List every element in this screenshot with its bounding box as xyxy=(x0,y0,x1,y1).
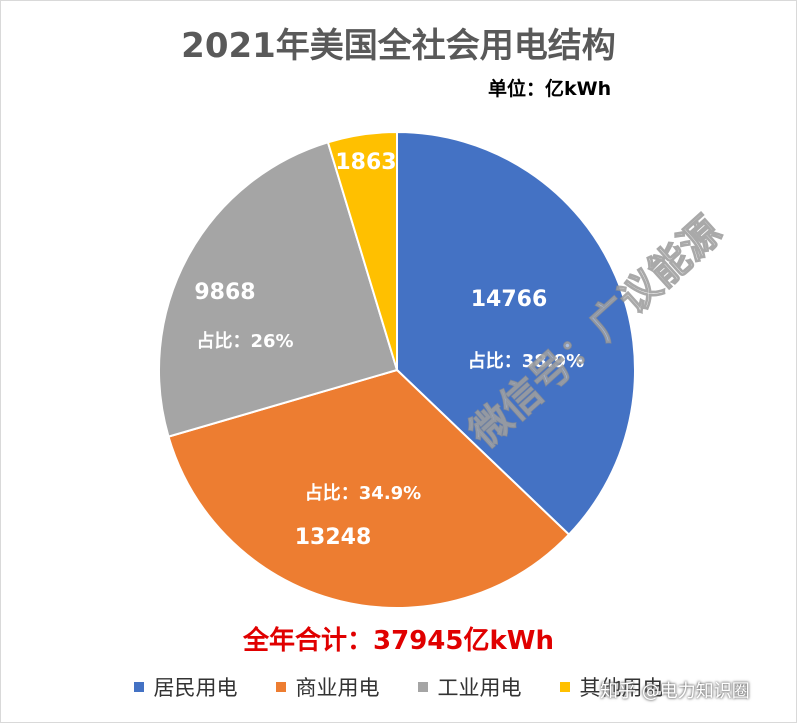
pie-slice-4 xyxy=(326,130,398,371)
unit-label: 单位：亿kWh xyxy=(488,78,612,100)
pie-slice-1 xyxy=(396,130,636,536)
slice-value-label-2: 13248 xyxy=(295,525,372,550)
slice-share-label-1: 占比：38.9% xyxy=(468,350,584,372)
legend-label: 居民用电 xyxy=(153,676,238,700)
total-label: 全年合计：37945亿kWh xyxy=(243,626,554,656)
legend-item-3: 工业用电 xyxy=(417,672,522,702)
legend-item-2: 商业用电 xyxy=(275,672,380,702)
slice-share-label-2: 占比：34.9% xyxy=(305,482,421,504)
pie-labels: 14766 占比：38.9% 13248 占比：34.9% 9868 占比：26% 1863 xyxy=(194,150,584,550)
chart-title: 2021年美国全社会用电结构 xyxy=(181,26,616,66)
legend-swatch xyxy=(559,682,570,692)
slice-value-label-1: 14766 xyxy=(471,287,548,312)
legend-label: 商业用电 xyxy=(295,676,380,700)
pie-slices xyxy=(158,130,636,609)
legend-swatch xyxy=(275,682,286,692)
slice-value-label-3: 9868 xyxy=(194,280,255,305)
slice-value-label-4: 1863 xyxy=(335,150,396,175)
legend-swatch xyxy=(417,682,428,692)
pie-slice-3 xyxy=(158,141,399,438)
legend-item-1: 居民用电 xyxy=(133,672,238,702)
legend-swatch xyxy=(133,682,144,692)
legend: 居民用电 商业用电 工业用电 其他用电 xyxy=(0,672,797,702)
pie-slice-2 xyxy=(167,368,571,609)
legend-label: 其他用电 xyxy=(579,676,664,700)
slice-share-label-3: 占比：26% xyxy=(196,330,293,352)
legend-label: 工业用电 xyxy=(437,676,522,700)
legend-item-4: 其他用电 xyxy=(559,672,664,702)
credit-watermark: 知乎 @电力知识圈 xyxy=(600,681,750,702)
